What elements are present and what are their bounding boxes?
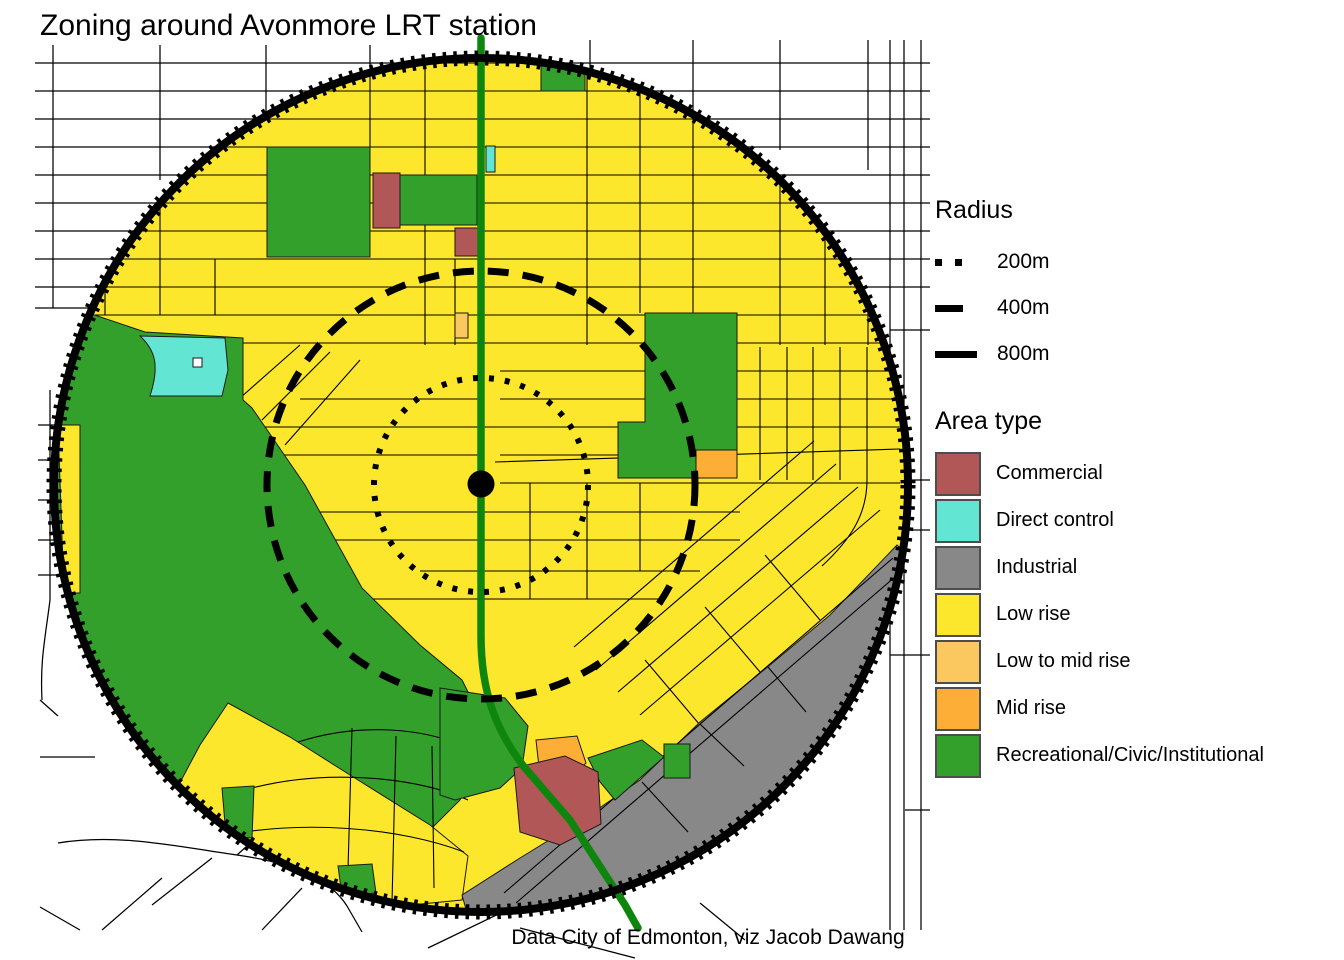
legend-label-industrial: Industrial [996,556,1078,578]
legend-label-commercial: Commercial [996,462,1103,484]
dashed-line-sample [935,304,983,312]
legend-label-800m: 800m [997,342,1050,365]
legend-item-recreational: Recreational/Civic/Institutional [935,732,1335,779]
legend-label-low-rise: Low rise [996,603,1071,625]
page-title: Zoning around Avonmore LRT station [40,9,537,42]
region-commercial [372,172,479,257]
region-direct-control [138,145,496,397]
radius-rings [46,50,916,920]
low-rise-swatch [935,592,981,637]
station-marker [467,470,495,498]
legend-item-low-to-mid-rise: Low to mid rise [935,638,1335,685]
legend-item-industrial: Industrial [935,544,1335,591]
industrial-swatch [935,545,981,590]
legend-item-direct-control: Direct control [935,497,1335,544]
legend-item-commercial: Commercial [935,450,1335,497]
legend-item-400m: 400m [935,285,1335,331]
legend-radius-title: Radius [935,196,1013,224]
legend: Radius 200m 400m 800m Area type Commerci… [935,196,1335,779]
region-mid-rise [695,449,738,479]
region-recreational-south [439,687,691,801]
legend-area-title: Area type [935,407,1043,435]
commercial-swatch [935,451,981,496]
legend-label-low-to-mid-rise: Low to mid rise [996,650,1131,672]
legend-label-recreational: Recreational/Civic/Institutional [996,744,1264,766]
ring-800m-texture [46,50,916,920]
region-low-to-mid-rise [454,312,469,339]
legend-item-200m: 200m [935,239,1335,285]
legend-item-low-rise: Low rise [935,591,1335,638]
recreational-swatch [935,733,981,778]
street-curves-southwest [211,727,469,906]
dotted-line-sample [935,258,983,266]
legend-label-direct-control: Direct control [996,509,1114,531]
ring-400m [263,267,699,703]
low-to-mid-rise-swatch [935,639,981,684]
legend-item-mid-rise: Mid rise [935,685,1335,732]
lrt-line [477,34,642,932]
rail-corridor-lines [503,557,904,904]
caption: Data City of Edmonton, viz Jacob Dawang [511,926,905,949]
solid-line-sample [935,350,983,358]
legend-label-400m: 400m [997,296,1050,319]
legend-item-800m: 800m [935,331,1335,377]
ring-200m [371,375,591,595]
direct-control-swatch [935,498,981,543]
small-parcel-outline [192,357,203,368]
mid-rise-swatch [935,686,981,731]
legend-label-mid-rise: Mid rise [996,697,1067,719]
legend-label-200m: 200m [997,250,1050,273]
